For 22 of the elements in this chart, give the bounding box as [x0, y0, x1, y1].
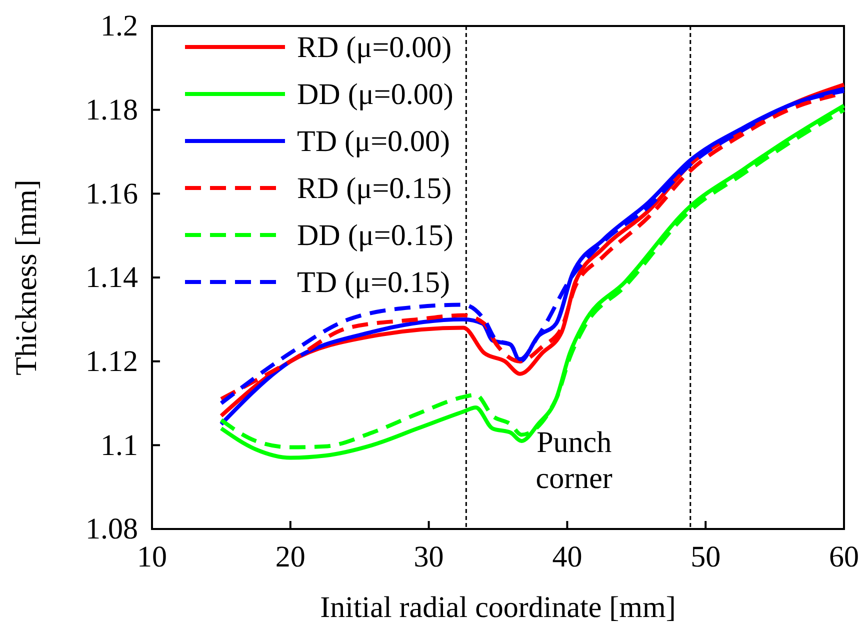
legend-label: DD (μ=0.00) [297, 78, 454, 111]
annotation: Punch corner [536, 426, 612, 495]
y-tick-label: 1.16 [86, 177, 138, 210]
x-tick-label: 30 [414, 540, 444, 574]
legend-label: TD (μ=0.15) [297, 266, 450, 299]
x-tick-label: 10 [137, 540, 167, 574]
y-axis-title: Thickness [mm] [10, 180, 43, 376]
legend-label: RD (μ=0.00) [297, 31, 452, 64]
y-tick-label: 1.14 [86, 261, 138, 294]
y-tick-label: 1.18 [86, 93, 138, 126]
legend-label: DD (μ=0.15) [297, 219, 454, 252]
y-tick-label: 1.2 [100, 10, 138, 43]
y-tick-label: 1.08 [86, 512, 138, 546]
x-axis-title: Initial radial coordinate [mm] [320, 591, 676, 624]
x-tick-label: 40 [552, 540, 582, 574]
x-tick-label: 50 [690, 540, 721, 574]
legend-label: RD (μ=0.15) [297, 172, 452, 205]
x-tick-label: 60 [829, 540, 859, 574]
legend-label: TD (μ=0.00) [297, 125, 450, 158]
x-tick-label: 20 [275, 540, 306, 574]
y-tick-label: 1.12 [86, 344, 138, 378]
y-tick-label: 1.1 [100, 428, 138, 462]
